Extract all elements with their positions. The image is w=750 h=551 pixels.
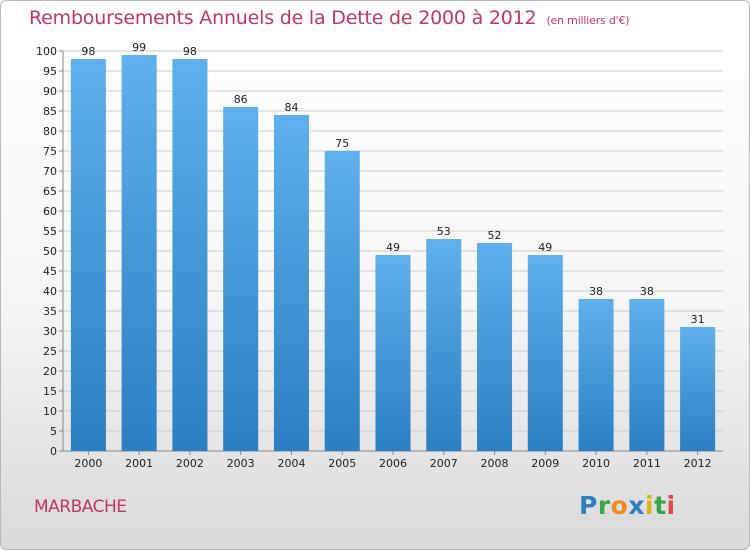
bar-value-label: 75 xyxy=(335,137,349,150)
chart-title-text: Remboursements Annuels de la Dette de 20… xyxy=(29,7,537,29)
commune-name: MARBACHE xyxy=(34,497,127,517)
y-tick-label: 100 xyxy=(36,45,57,58)
y-tick-label: 60 xyxy=(43,205,57,218)
x-tick-label: 2009 xyxy=(531,457,559,470)
y-tick-label: 15 xyxy=(43,385,57,398)
x-tick-label: 2001 xyxy=(125,457,153,470)
x-tick-label: 2011 xyxy=(633,457,661,470)
x-tick-label: 2005 xyxy=(328,457,356,470)
bar-value-label: 38 xyxy=(640,285,654,298)
bar-value-label: 84 xyxy=(284,101,298,114)
bar-value-label: 98 xyxy=(81,45,95,58)
bar xyxy=(680,327,716,451)
bar-value-label: 38 xyxy=(589,285,603,298)
y-tick-label: 5 xyxy=(50,425,57,438)
y-tick-label: 35 xyxy=(43,305,57,318)
bar-value-label: 53 xyxy=(437,225,451,238)
y-tick-label: 90 xyxy=(43,85,57,98)
bar xyxy=(629,299,665,451)
bar-value-label: 86 xyxy=(234,93,248,106)
y-tick-label: 80 xyxy=(43,125,57,138)
chart-title: Remboursements Annuels de la Dette de 20… xyxy=(29,7,630,29)
x-tick-labels: 2000 2001 2002 2003 2004 2005 2006 2007 2008 2009… xyxy=(74,457,711,470)
x-tick-label: 2012 xyxy=(684,457,712,470)
y-tick-label: 10 xyxy=(43,405,57,418)
y-tick-label: 20 xyxy=(43,365,57,378)
bar xyxy=(223,107,259,451)
bar-value-label: 99 xyxy=(132,41,146,54)
y-tick-labels: 0 5 10 15 20 25 30 35 40 45 50 55 60 65 70 75 80 85 90 95 10… xyxy=(36,45,57,458)
y-tick-label: 85 xyxy=(43,105,57,118)
y-tick-label: 50 xyxy=(43,245,57,258)
y-tick-label: 45 xyxy=(43,265,57,278)
x-tick-label: 2004 xyxy=(277,457,305,470)
bar xyxy=(324,151,360,451)
unit-note: (en milliers d'€) xyxy=(546,14,630,27)
bars: 98 99 98 86 84 75 49 53 52 49 38 38 31 xyxy=(70,41,716,451)
bar xyxy=(477,243,513,451)
x-tick-label: 2003 xyxy=(227,457,255,470)
y-tick-label: 25 xyxy=(43,345,57,358)
bar-value-label: 98 xyxy=(183,45,197,58)
x-tick-label: 2008 xyxy=(481,457,509,470)
y-tick-label: 40 xyxy=(43,285,57,298)
bar xyxy=(273,115,309,451)
bar xyxy=(426,239,462,451)
x-tick-label: 2010 xyxy=(582,457,610,470)
proxiti-logo: Proxiti xyxy=(579,491,676,520)
bar xyxy=(375,255,411,451)
y-tick-label: 75 xyxy=(43,145,57,158)
y-tick-label: 30 xyxy=(43,325,57,338)
y-tick-label: 95 xyxy=(43,65,57,78)
bar-value-label: 52 xyxy=(488,229,502,242)
x-tick-label: 2007 xyxy=(430,457,458,470)
bar xyxy=(172,59,208,451)
y-tick-label: 55 xyxy=(43,225,57,238)
bar xyxy=(121,55,157,451)
bar xyxy=(527,255,563,451)
x-tick-label: 2002 xyxy=(176,457,204,470)
bar-value-label: 49 xyxy=(538,241,552,254)
x-tick-label: 2006 xyxy=(379,457,407,470)
y-tick-label: 0 xyxy=(50,445,57,458)
bar xyxy=(578,299,614,451)
x-tick-label: 2000 xyxy=(74,457,102,470)
bar xyxy=(70,59,106,451)
y-tick-label: 65 xyxy=(43,185,57,198)
y-tick-label: 70 xyxy=(43,165,57,178)
bar-value-label: 49 xyxy=(386,241,400,254)
bar-value-label: 31 xyxy=(691,313,705,326)
